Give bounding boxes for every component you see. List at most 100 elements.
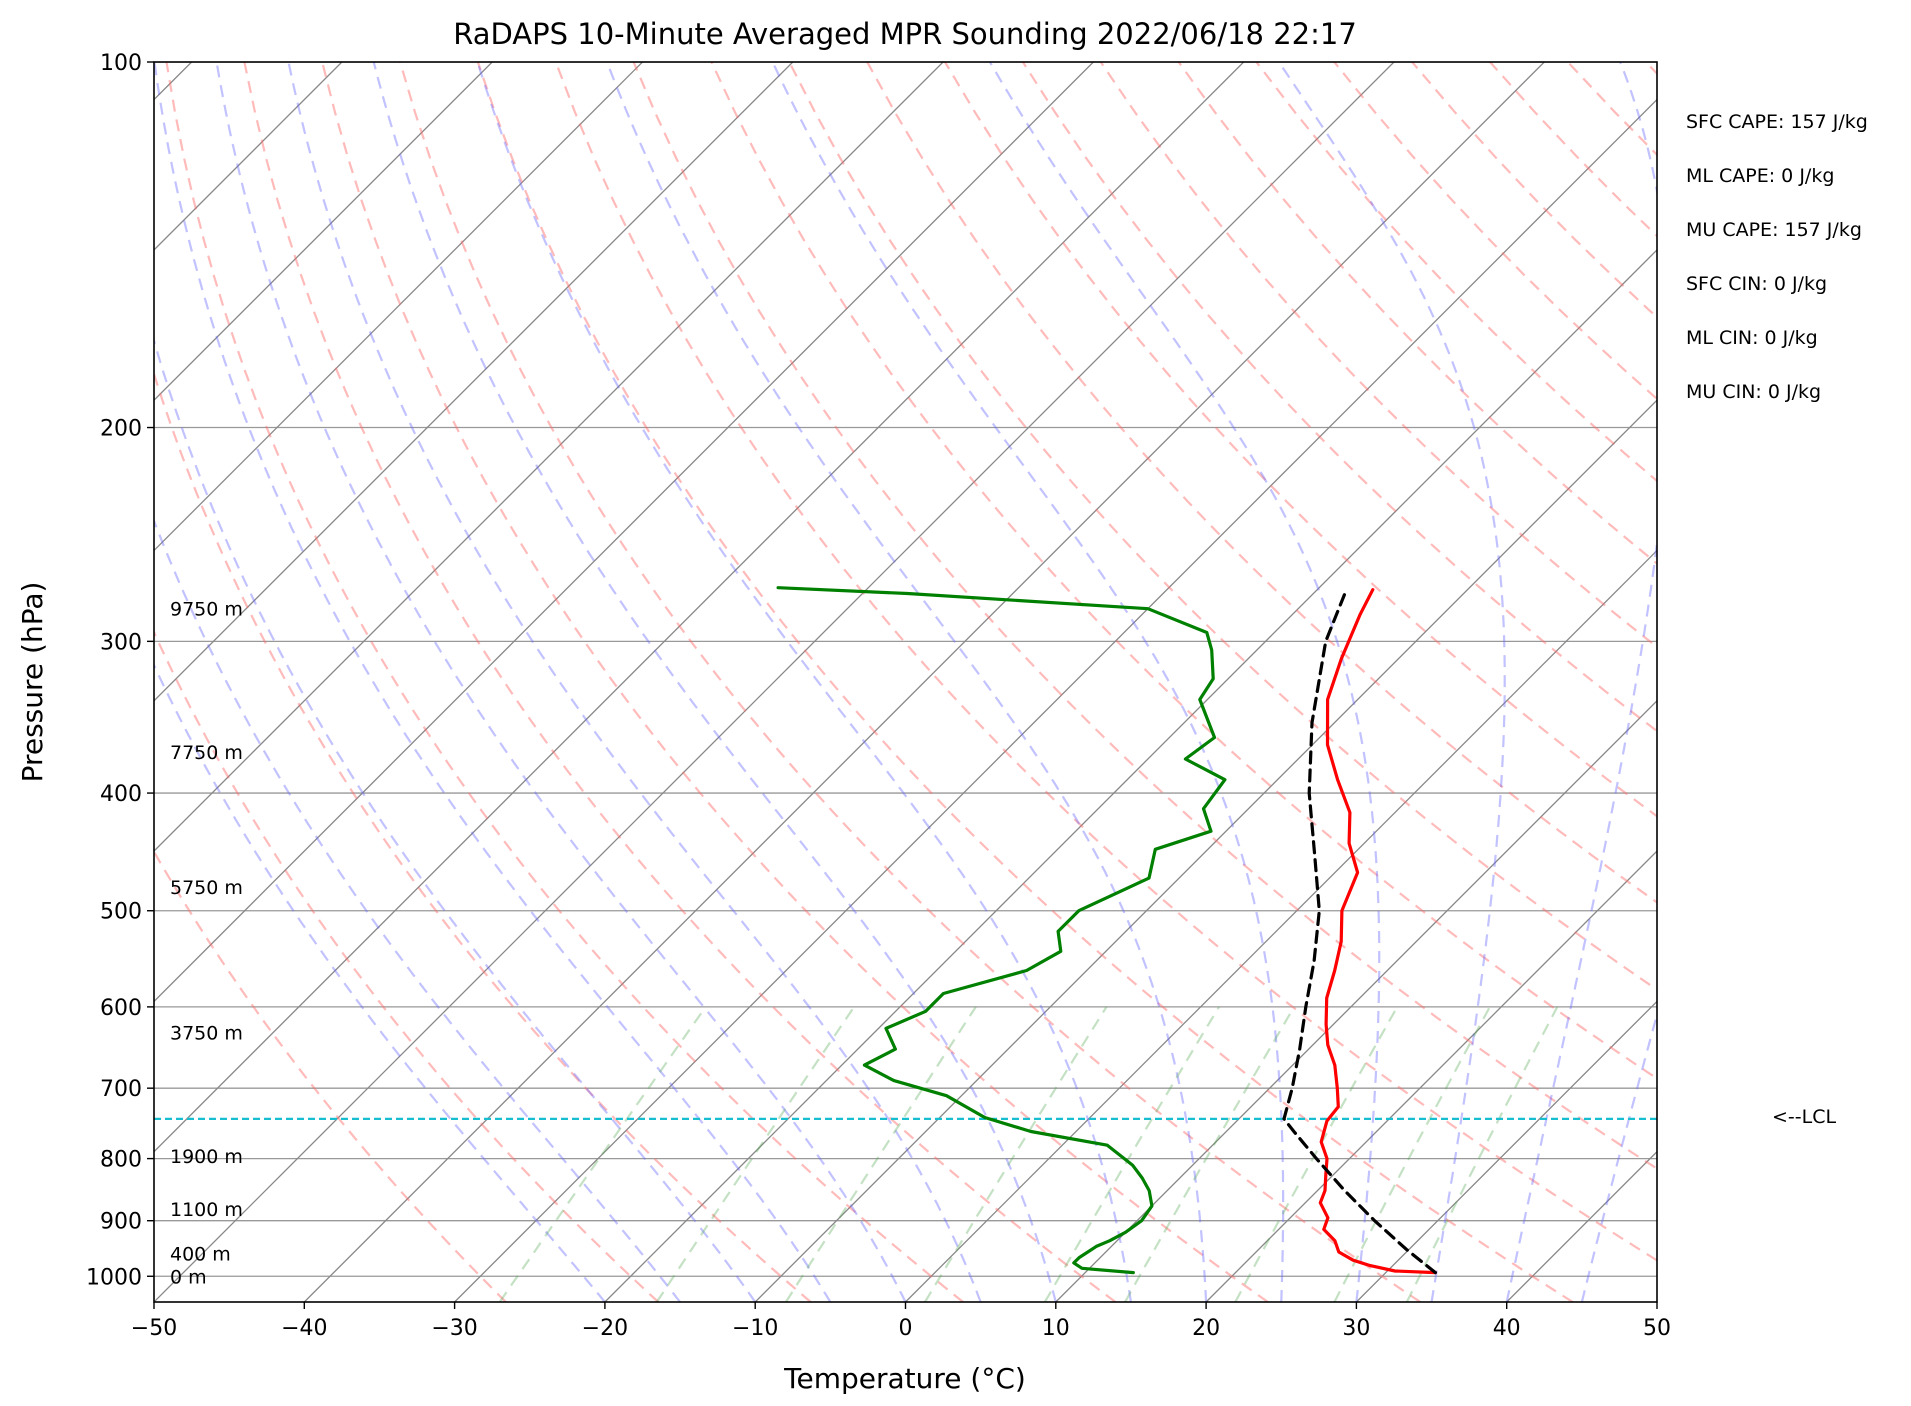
moist-adiabat-line <box>1505 62 1657 1302</box>
isotherm-line <box>905 549 1657 1302</box>
dry-adiabat-line <box>1489 62 1657 238</box>
index-item: SFC CIN: 0 J/kg <box>1686 273 1828 295</box>
index-item: SFC CAPE: 157 J/kg <box>1686 111 1868 133</box>
moist-adiabat-line <box>215 62 907 1302</box>
x-tick-label: 20 <box>1192 1316 1220 1341</box>
y-tick-label: 600 <box>100 996 142 1021</box>
isotherm-line <box>154 62 343 251</box>
y-tick-label: 900 <box>100 1210 142 1235</box>
dry-adiabat-line <box>154 370 812 1302</box>
height-label: 9750 m <box>170 599 243 621</box>
index-item: MU CIN: 0 J/kg <box>1686 381 1822 403</box>
dry-adiabat-line <box>866 62 1657 904</box>
x-axis-label: Temperature (°C) <box>783 1362 1026 1395</box>
dry-adiabat-line <box>944 62 1657 818</box>
x-tick-label: 30 <box>1342 1316 1370 1341</box>
dry-adiabat-line <box>710 62 1657 1080</box>
dry-adiabat-line <box>243 62 1117 1302</box>
moist-adiabat-line <box>154 518 681 1302</box>
dry-adiabat-line <box>788 62 1657 992</box>
y-tick-label: 400 <box>100 782 142 807</box>
y-tick-label: 200 <box>100 417 142 442</box>
height-label: 5750 m <box>170 877 243 899</box>
height-label: 0 m <box>170 1266 207 1288</box>
index-item: ML CIN: 0 J/kg <box>1686 327 1818 349</box>
moist-adiabat-line <box>287 62 982 1302</box>
parcel-line <box>1282 591 1438 1275</box>
y-tick-label: 800 <box>100 1148 142 1173</box>
height-label: 1900 m <box>170 1146 243 1168</box>
isotherm-line <box>154 62 493 402</box>
moist-adiabat-line <box>476 62 1132 1302</box>
x-tick-label: 10 <box>1042 1316 1070 1341</box>
lcl-label: <--LCL <box>1772 1105 1837 1128</box>
x-tick-label: −10 <box>732 1316 778 1341</box>
reference-lines <box>154 62 1657 1302</box>
dry-adiabat-line <box>165 62 964 1302</box>
x-tick-label: −30 <box>431 1316 477 1341</box>
isotherm-line <box>1506 1150 1657 1302</box>
mixing-ratio-line <box>498 1006 707 1302</box>
moist-adiabat-line <box>605 62 1208 1302</box>
isotherm-line <box>154 62 944 853</box>
mixing-ratio-line <box>655 1006 856 1302</box>
x-tick-label: 0 <box>899 1316 913 1341</box>
isotherm-line <box>754 399 1657 1302</box>
moist-adiabat-line <box>1580 1010 1657 1302</box>
x-tick-label: 40 <box>1493 1316 1521 1341</box>
isotherm-line <box>1355 1000 1657 1302</box>
mixing-ratio-line <box>1333 1006 1491 1302</box>
dry-adiabat-line <box>554 62 1657 1262</box>
isotherm-line <box>1205 850 1657 1302</box>
moist-adiabat-line <box>372 62 1057 1302</box>
height-label: 1100 m <box>170 1199 243 1221</box>
y-tick-label: 300 <box>100 630 142 655</box>
dry-adiabat-line <box>1099 62 1657 649</box>
y-axis-label: Pressure (hPa) <box>16 582 49 783</box>
mixing-ratio-line <box>1124 1006 1296 1302</box>
moist-adiabat-line <box>154 62 832 1302</box>
index-item: ML CAPE: 0 J/kg <box>1686 165 1835 187</box>
chart-title: RaDAPS 10-Minute Averaged MPR Sounding 2… <box>453 17 1357 51</box>
moist-adiabat-line <box>1277 62 1506 1302</box>
dry-adiabat-line <box>1411 62 1657 319</box>
dry-adiabat-line <box>154 849 507 1302</box>
dry-adiabat-line <box>632 62 1657 1170</box>
isotherm-line <box>154 62 1245 1153</box>
axis-ticks: −50 −40 −30 −20 −10 0 10 20 30 40 50 100 200 300 400 50… <box>86 51 1671 1341</box>
dry-adiabat-line <box>1021 62 1657 733</box>
sounding-series <box>776 586 1438 1275</box>
dry-adiabat-line <box>321 62 1269 1302</box>
x-tick-label: 50 <box>1643 1316 1671 1341</box>
isotherm-line <box>303 62 1545 1302</box>
x-tick-label: −40 <box>281 1316 327 1341</box>
y-tick-label: 700 <box>100 1077 142 1102</box>
y-tick-label: 500 <box>100 900 142 925</box>
height-label: 7750 m <box>170 742 243 764</box>
moist-adiabat-line <box>771 62 1285 1302</box>
x-tick-label: −20 <box>582 1316 628 1341</box>
dewpoint-line <box>776 586 1227 1275</box>
height-labels: 9750 m 7750 m 5750 m 3750 m 1900 m 1100 m 400 … <box>170 599 243 1289</box>
dry-adiabat-line <box>1177 62 1657 566</box>
y-tick-label: 1000 <box>86 1265 142 1290</box>
isotherm-line <box>154 62 794 702</box>
mixing-ratio-line <box>784 1006 977 1302</box>
isotherm-line <box>154 62 1395 1302</box>
mixing-ratio-line <box>923 1006 1108 1302</box>
dry-adiabat-line <box>399 62 1422 1302</box>
temperature-line <box>1318 588 1438 1275</box>
x-tick-label: −50 <box>131 1316 177 1341</box>
moist-adiabat-line <box>988 62 1381 1302</box>
index-item: MU CAPE: 157 J/kg <box>1686 219 1862 241</box>
mixing-ratio-line <box>1234 1006 1399 1302</box>
isotherm-line <box>604 248 1657 1302</box>
dry-adiabat-line <box>1566 62 1657 157</box>
moist-adiabat-line <box>154 662 606 1302</box>
height-label: 3750 m <box>170 1023 243 1045</box>
isotherm-line <box>1055 699 1657 1302</box>
moist-adiabat-line <box>154 336 757 1302</box>
dry-adiabat-line <box>154 629 660 1302</box>
isotherm-line <box>154 62 1094 1003</box>
